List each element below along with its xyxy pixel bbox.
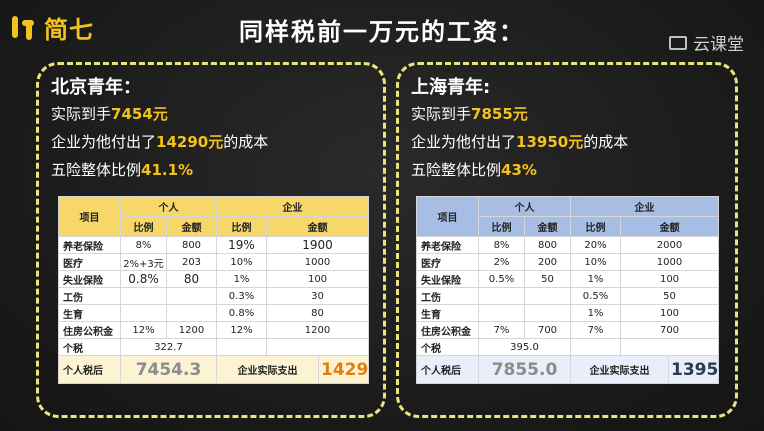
company-total-value: 14290 — [317, 355, 370, 384]
brand-name: 简七 — [44, 16, 94, 44]
table-row: 个税 322.7 — [58, 338, 370, 356]
beijing-take-home: 实际到手7454元 — [51, 105, 168, 123]
after-tax-value: 7454.3 — [120, 355, 217, 384]
header-company-amount: 金额 — [619, 216, 720, 237]
after-tax-value: 7855.0 — [478, 355, 571, 384]
header-company-amount: 金额 — [265, 216, 370, 237]
shanghai-panel: 上海青年: 实际到手7855元 企业为他付出了13950元的成本 五险整体比例4… — [396, 62, 738, 418]
shanghai-ratio: 五险整体比例43% — [411, 161, 537, 179]
header-company-ratio: 比例 — [570, 216, 621, 237]
shanghai-salary-table: 项目 个人 企业 比例 金额 比例 金额 养老保险 8% 800 20% 2000 医… — [416, 196, 720, 384]
beijing-panel: 北京青年： 实际到手7454元 企业为他付出了14290元的成本 五险整体比例4… — [36, 62, 386, 418]
total-row: 个人税后 7855.0 企业实际支出 13950 — [416, 355, 720, 384]
company-total-label: 企业实际支出 — [570, 355, 669, 384]
total-row: 个人税后 7454.3 企业实际支出 14290 — [58, 355, 370, 384]
after-tax-label: 个人税后 — [58, 355, 121, 384]
after-tax-label: 个人税后 — [416, 355, 479, 384]
header-personal: 个人 — [478, 196, 571, 217]
header-personal-amount: 金额 — [524, 216, 571, 237]
shanghai-cost: 企业为他付出了13950元的成本 — [411, 133, 629, 151]
table-row: 住房公积金 12% 1200 12% 1200 — [58, 321, 370, 339]
table-row: 个税 395.0 — [416, 338, 720, 356]
header-item: 项目 — [416, 196, 479, 237]
brand-logo: 简七 — [10, 10, 94, 45]
beijing-salary-table: 项目 个人 企业 比例 金额 比例 金额 养老保险 8% 800 19% 1900 医… — [58, 196, 370, 384]
company-total-label: 企业实际支出 — [216, 355, 319, 384]
shanghai-take-home: 实际到手7855元 — [411, 105, 528, 123]
watermark-text: 云课堂 — [693, 35, 744, 55]
shanghai-title: 上海青年: — [411, 77, 491, 98]
header-company: 企业 — [215, 196, 370, 217]
page-title: 同样税前一万元的工资： — [239, 18, 525, 46]
table-row: 失业保险 0.5% 50 1% 100 — [416, 270, 720, 288]
table-row: 生育 1% 100 — [416, 304, 720, 322]
header-personal-ratio: 比例 — [478, 216, 525, 237]
table-row: 养老保险 8% 800 19% 1900 — [58, 236, 370, 254]
table-row: 医疗 2% 200 10% 1000 — [416, 253, 720, 271]
header-personal-amount: 金额 — [166, 216, 217, 237]
beijing-cost: 企业为他付出了14290元的成本 — [51, 133, 269, 151]
company-total-value: 13950 — [667, 355, 720, 384]
table-row: 工伤 0.5% 50 — [416, 287, 720, 305]
table-row: 养老保险 8% 800 20% 2000 — [416, 236, 720, 254]
header-company: 企业 — [569, 196, 720, 217]
table-row: 工伤 0.3% 30 — [58, 287, 370, 305]
screen-icon — [669, 35, 687, 50]
table-row: 住房公积金 7% 700 7% 700 — [416, 321, 720, 339]
logo-icon — [10, 14, 38, 42]
header-company-ratio: 比例 — [216, 216, 267, 237]
header-personal: 个人 — [120, 196, 217, 217]
table-row: 失业保险 0.8% 80 1% 100 — [58, 270, 370, 288]
header-item: 项目 — [58, 196, 121, 237]
table-row: 医疗 2%+3元 203 10% 1000 — [58, 253, 370, 271]
header-personal-ratio: 比例 — [120, 216, 167, 237]
beijing-title: 北京青年： — [51, 77, 141, 98]
table-row: 生育 0.8% 80 — [58, 304, 370, 322]
watermark: 云课堂 — [669, 30, 744, 55]
beijing-ratio: 五险整体比例41.1% — [51, 161, 194, 179]
